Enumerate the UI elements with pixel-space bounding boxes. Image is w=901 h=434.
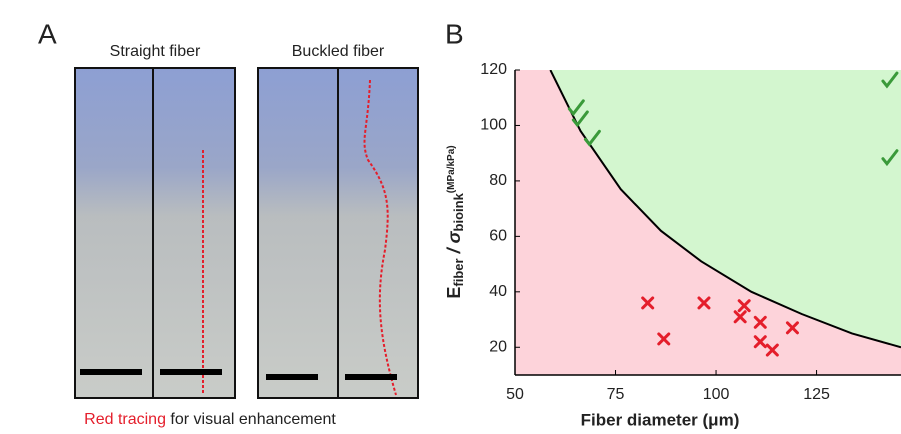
check-marker	[881, 149, 899, 167]
photos	[74, 67, 419, 399]
panel-label: A	[38, 18, 57, 49]
x-marker	[765, 343, 779, 357]
x-marker	[753, 315, 767, 329]
y-tick-label: 20	[489, 338, 507, 355]
y-axis-label: Efiber / σbioink(MPa/kPa)	[444, 145, 467, 298]
x-marker	[737, 299, 751, 313]
y-tick-label: 100	[480, 117, 507, 134]
y-tick-label: 80	[489, 172, 507, 189]
panel-label: B	[445, 18, 464, 49]
boundary-line	[549, 70, 901, 349]
x-axis-label: Fiber diameter (μm)	[581, 410, 740, 429]
x-marker	[641, 296, 655, 310]
x-tick-label: 125	[803, 386, 830, 403]
y-label-mid: / σ	[444, 230, 464, 258]
x-tick-label: 75	[607, 386, 625, 403]
check-marker	[881, 71, 899, 89]
caption: Red tracing for visual enhancement	[84, 411, 336, 428]
y-label-main: E	[444, 287, 464, 299]
plot-area	[515, 70, 901, 375]
x-marker	[657, 332, 671, 346]
check-marker	[567, 99, 585, 117]
check-marker	[583, 129, 601, 147]
y-tick-label: 60	[489, 228, 507, 245]
y-label-unit: (MPa/kPa)	[446, 145, 457, 193]
x-tick-label: 100	[703, 386, 730, 403]
check-marker	[571, 110, 589, 128]
y-tick-label: 40	[489, 283, 507, 300]
x-marker	[697, 296, 711, 310]
x-marker	[785, 321, 799, 335]
region-below	[515, 70, 901, 375]
y-label-sub: bioink	[451, 192, 466, 231]
x-marker	[753, 335, 767, 349]
y-tick-label: 120	[480, 61, 507, 78]
region-above	[550, 70, 901, 348]
photo-title: Straight fiber	[110, 43, 201, 60]
x-tick-label: 50	[506, 386, 524, 403]
caption-red: Red tracing	[84, 411, 166, 428]
photo-title: Buckled fiber	[292, 43, 385, 60]
caption-rest: for visual enhancement	[170, 411, 336, 428]
y-label-sub: fiber	[451, 258, 466, 286]
x-marker	[733, 310, 747, 324]
